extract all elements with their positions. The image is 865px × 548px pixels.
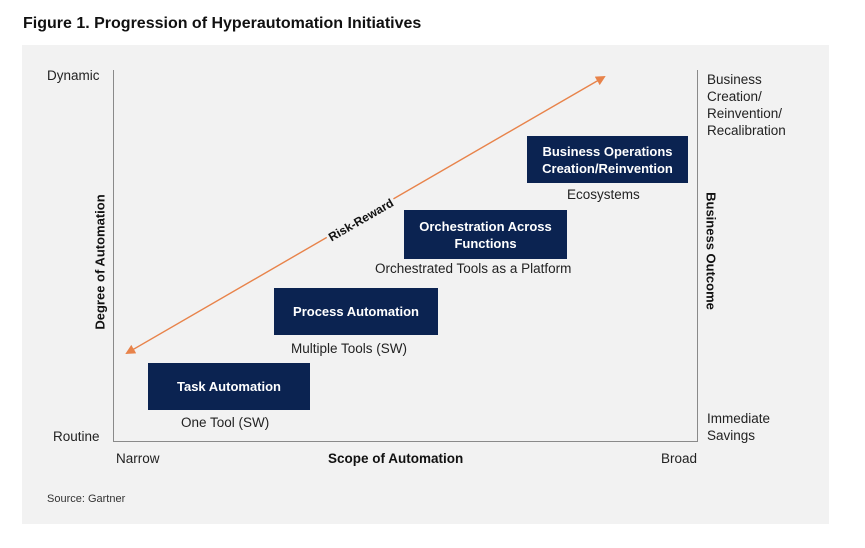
y-top-label: Dynamic xyxy=(47,68,100,83)
stage-box-task-automation: Task Automation xyxy=(148,363,310,410)
stage-subtitle-process-automation: Multiple Tools (SW) xyxy=(291,341,408,356)
x-right-label: Broad xyxy=(661,451,698,466)
y-bottom-label: Routine xyxy=(53,429,100,444)
stage-subtitle-business-operations: Ecosystems xyxy=(567,187,640,202)
x-axis-title: Scope of Automation xyxy=(328,451,464,466)
x-axis-line xyxy=(113,441,698,442)
figure-title: Figure 1. Progression of Hyperautomation… xyxy=(23,15,422,32)
stage-subtitle-task-automation: One Tool (SW) xyxy=(181,415,270,430)
stage-box-orchestration: Orchestration Across Functions xyxy=(404,210,567,259)
x-left-label: Narrow xyxy=(116,451,160,466)
right-axis-line xyxy=(697,70,698,442)
source-note: Source: Gartner xyxy=(47,493,126,505)
stage-box-business-operations: Business Operations Creation/Reinvention xyxy=(527,136,688,183)
stage-subtitle-orchestration: Orchestrated Tools as a Platform xyxy=(375,261,572,276)
y-axis-line xyxy=(113,70,114,441)
stage-box-process-automation: Process Automation xyxy=(274,288,438,335)
right-top-label: Business Creation/ Reinvention/ Recalibr… xyxy=(707,72,786,138)
right-bottom-label: Immediate Savings xyxy=(707,411,771,443)
